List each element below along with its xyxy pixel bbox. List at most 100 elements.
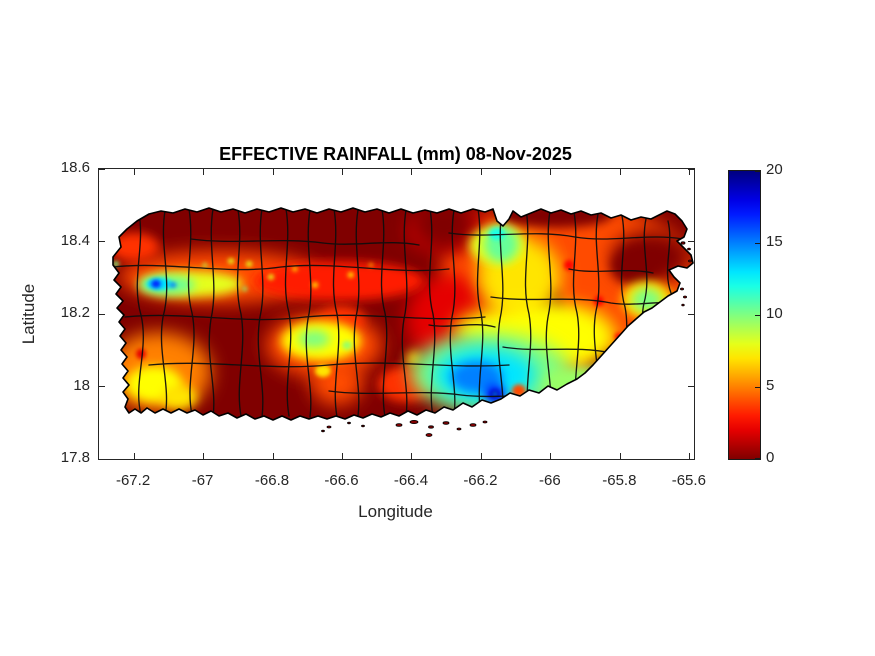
colorbar-tick-label: 10 bbox=[766, 305, 783, 322]
islet bbox=[361, 424, 365, 428]
x-tick-label: -67 bbox=[191, 472, 214, 489]
rain-blob-south-spur-yellow bbox=[315, 364, 331, 378]
tick-mark bbox=[688, 168, 694, 170]
colorbar-tick-label: 15 bbox=[766, 233, 783, 250]
colorbar-tick-label: 5 bbox=[766, 377, 775, 394]
rain-blob-west-speck-6 bbox=[202, 262, 207, 268]
tick-mark bbox=[689, 169, 691, 175]
islet bbox=[456, 427, 462, 431]
tick-mark bbox=[411, 169, 413, 175]
rain-blob-west-speck-8 bbox=[368, 262, 374, 268]
tick-mark bbox=[341, 453, 343, 459]
rain-blob-west-speck-5 bbox=[227, 258, 235, 264]
islet bbox=[395, 423, 403, 427]
rain-blob-west-green-speck bbox=[242, 286, 247, 292]
tick-mark bbox=[688, 386, 694, 387]
tick-mark bbox=[550, 453, 552, 459]
islet bbox=[347, 421, 351, 425]
islet bbox=[688, 259, 692, 263]
rain-blob-center-green bbox=[298, 329, 330, 349]
tick-mark bbox=[480, 453, 482, 459]
tick-mark bbox=[689, 453, 691, 459]
rain-blob-northwest-coast-patch bbox=[113, 232, 160, 262]
x-tick-label: -66 bbox=[539, 472, 561, 489]
tick-mark bbox=[688, 313, 694, 315]
y-axis-label: Latitude bbox=[19, 283, 38, 345]
rain-blob-west-speck-1 bbox=[246, 261, 253, 267]
rain-blob-red-speck-e1 bbox=[564, 260, 574, 271]
rainfall-field bbox=[113, 208, 693, 413]
tick-mark bbox=[688, 458, 694, 460]
rain-blob-dark-se-coast bbox=[637, 321, 665, 346]
tick-mark bbox=[550, 169, 552, 175]
x-tick-label: -66.6 bbox=[324, 472, 359, 489]
axes-area bbox=[98, 168, 695, 460]
tick-mark bbox=[133, 453, 135, 459]
tick-mark bbox=[619, 453, 621, 459]
tick-mark bbox=[133, 169, 135, 175]
tick-mark bbox=[99, 313, 105, 315]
y-tick-label: 18 bbox=[73, 376, 90, 394]
rain-blob-west-blue-max bbox=[151, 279, 161, 288]
rain-blob-coast-green-speck bbox=[113, 261, 120, 267]
tick-mark bbox=[341, 169, 343, 175]
x-tick-label: -65.8 bbox=[602, 472, 637, 489]
x-tick-label: -66.2 bbox=[463, 472, 498, 489]
rain-blob-south-light-blue bbox=[450, 361, 503, 393]
tick-mark bbox=[99, 386, 105, 387]
islet bbox=[425, 433, 433, 437]
islet bbox=[482, 420, 488, 424]
x-axis-label: Longitude bbox=[358, 502, 433, 521]
y-tick-label: 18.6 bbox=[60, 159, 90, 176]
tick-mark bbox=[272, 453, 274, 459]
islet bbox=[680, 241, 686, 245]
colorbar-tick-mark bbox=[755, 171, 760, 172]
islet bbox=[683, 295, 688, 299]
tick-mark bbox=[619, 169, 621, 175]
islet bbox=[321, 429, 325, 433]
x-tick-label: -67.2 bbox=[115, 472, 151, 489]
islet bbox=[687, 247, 691, 251]
rain-blob-west-speck-7 bbox=[347, 272, 354, 278]
map-svg bbox=[112, 207, 694, 437]
tick-mark bbox=[480, 169, 482, 175]
colorbar-tick-mark bbox=[755, 458, 760, 459]
offshore-islands bbox=[321, 241, 692, 437]
colorbar bbox=[728, 170, 761, 460]
islet bbox=[680, 287, 685, 291]
islet bbox=[409, 419, 419, 424]
rain-blob-west-blue-2 bbox=[169, 282, 177, 288]
tick-mark bbox=[272, 169, 274, 175]
x-tick-label: -66.4 bbox=[393, 472, 429, 489]
islet bbox=[428, 425, 434, 429]
tick-mark bbox=[411, 453, 413, 459]
y-tick-label: 17.8 bbox=[60, 449, 90, 466]
rain-blob-sw-red-speck bbox=[136, 348, 146, 359]
colorbar-tick-mark bbox=[755, 242, 760, 244]
rain-blob-west-speck-3 bbox=[292, 266, 298, 272]
rain-blob-west-speck-2 bbox=[267, 274, 274, 280]
rain-blob-dark-mid-east bbox=[611, 248, 659, 285]
rain-blob-center-green-speck bbox=[342, 340, 352, 350]
tick-mark bbox=[99, 168, 105, 170]
x-tick-label: -66.8 bbox=[254, 472, 290, 489]
colorbar-tick-label: 20 bbox=[766, 161, 783, 178]
islet bbox=[442, 421, 450, 425]
tick-mark bbox=[688, 241, 694, 242]
islet bbox=[326, 425, 332, 429]
islet bbox=[681, 303, 685, 307]
tick-mark bbox=[203, 453, 205, 459]
rain-blob-west-speck-4 bbox=[311, 282, 319, 288]
tick-mark bbox=[99, 241, 105, 242]
islet bbox=[469, 423, 477, 427]
rain-blob-south-max-core-dot bbox=[493, 392, 497, 396]
tick-mark bbox=[203, 169, 205, 175]
colorbar-tick-mark bbox=[755, 386, 760, 388]
x-tick-label: -65.6 bbox=[671, 472, 706, 489]
plot-title: EFFECTIVE RAINFALL (mm) 08-Nov-2025 bbox=[219, 144, 572, 164]
y-tick-label: 18.2 bbox=[60, 304, 90, 321]
y-tick-label: 18.4 bbox=[60, 231, 90, 249]
colorbar-tick-mark bbox=[755, 314, 760, 316]
rain-blob-dark-nw-of-region bbox=[414, 208, 474, 250]
